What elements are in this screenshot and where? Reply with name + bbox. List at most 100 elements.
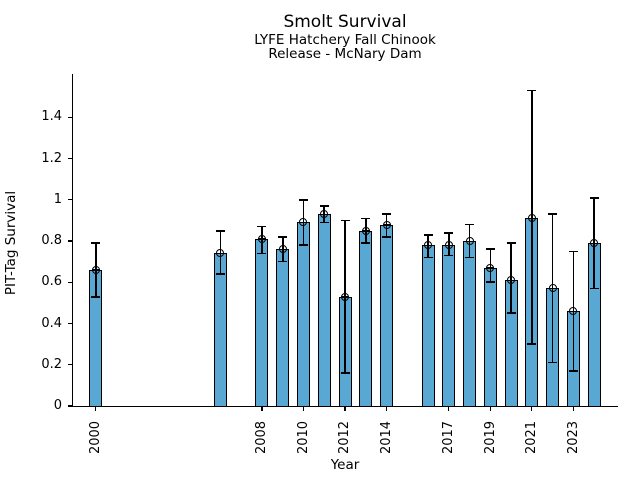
marker-cross-vertical	[344, 292, 346, 301]
data-point-marker	[424, 241, 433, 250]
marker-cross-vertical	[302, 218, 304, 227]
bar	[213, 253, 227, 407]
y-tick-label: 0.2	[41, 356, 62, 372]
bar	[359, 230, 373, 407]
error-bar-cap-bottom	[423, 256, 433, 259]
data-point-marker	[527, 214, 536, 223]
error-bar-cap-top	[382, 213, 392, 216]
data-point-marker	[465, 237, 474, 246]
bar	[421, 245, 435, 407]
chart-subtitle-line2: Release - McNary Dam	[268, 46, 422, 62]
y-tick-mark	[68, 364, 73, 366]
bar	[380, 224, 394, 407]
data-point-marker	[590, 239, 599, 248]
chart-title: Smolt Survival	[283, 12, 407, 32]
x-tick-mark	[344, 406, 346, 411]
y-tick-mark	[68, 405, 73, 407]
data-point-marker	[278, 245, 287, 254]
data-point-marker	[216, 249, 225, 258]
error-bar-cap-bottom	[91, 295, 101, 298]
error-bar-cap-bottom	[444, 254, 454, 257]
data-point-marker	[507, 276, 516, 285]
error-bar-cap-bottom	[506, 312, 516, 314]
y-tick-label: 1.4	[41, 109, 62, 125]
x-axis-label: Year	[330, 457, 360, 473]
error-bar-cap-bottom	[319, 221, 329, 224]
error-bar-cap-bottom	[548, 361, 558, 364]
x-tick-mark	[302, 406, 305, 411]
error-bar-cap-bottom	[215, 273, 225, 275]
marker-cross-vertical	[282, 245, 284, 254]
data-point-marker	[299, 218, 308, 227]
y-tick-label: 1.2	[41, 150, 62, 166]
error-bar-cap-top	[278, 236, 288, 238]
marker-cross-vertical	[95, 265, 97, 274]
error-bar-cap-bottom	[257, 252, 267, 255]
y-tick-label: 0.8	[41, 233, 62, 249]
y-tick-label: 0.4	[41, 315, 62, 331]
bar	[276, 249, 290, 407]
error-bar-cap-bottom	[298, 244, 308, 246]
error-bar-cap-bottom	[589, 287, 599, 290]
error-bar-cap-top	[91, 242, 101, 244]
marker-cross-vertical	[427, 241, 429, 250]
y-tick-label: 0	[53, 398, 62, 413]
y-tick-mark	[68, 116, 73, 118]
y-tick-mark	[68, 322, 73, 325]
error-bar-cap-top	[527, 89, 537, 92]
error-bar-cap-top	[506, 242, 516, 244]
error-bar-cap-top	[444, 231, 454, 234]
y-tick-mark	[68, 281, 73, 283]
marker-cross-vertical	[489, 263, 491, 272]
error-bar-cap-bottom	[568, 370, 578, 372]
error-bar-cap-bottom	[382, 236, 392, 238]
marker-cross-vertical	[219, 249, 221, 258]
error-bar-cap-bottom	[361, 242, 371, 244]
data-point-marker	[320, 210, 329, 219]
marker-cross-vertical	[261, 234, 263, 243]
bar	[255, 238, 269, 407]
x-tick-mark	[489, 406, 491, 411]
bar	[483, 267, 497, 407]
marker-cross-vertical	[552, 284, 554, 293]
data-point-marker	[382, 220, 391, 229]
x-tick-mark	[261, 406, 263, 411]
y-tick-mark	[68, 157, 73, 160]
data-point-marker	[486, 263, 495, 272]
marker-cross-vertical	[469, 237, 471, 246]
error-bar-cap-top	[319, 205, 329, 207]
error-bar-cap-bottom	[485, 281, 495, 284]
error-bar-cap-top	[589, 196, 599, 199]
marker-cross-vertical	[593, 239, 595, 248]
error-bar-cap-top	[465, 223, 475, 226]
error-bar-cap-top	[257, 225, 267, 228]
error-bar-cap-top	[215, 229, 225, 232]
bar	[463, 241, 477, 407]
bar	[296, 222, 310, 407]
bar	[442, 245, 456, 407]
x-tick-mark	[448, 406, 450, 411]
error-bar-cap-top	[340, 219, 350, 222]
error-bar-cap-top	[423, 234, 433, 236]
marker-cross-vertical	[510, 276, 512, 285]
marker-cross-vertical	[365, 226, 367, 235]
x-tick-mark	[95, 406, 97, 411]
data-point-marker	[257, 234, 266, 243]
data-point-marker	[361, 226, 370, 235]
y-tick-label: 1	[53, 191, 62, 207]
error-bar-cap-bottom	[278, 260, 288, 263]
y-tick-mark	[68, 240, 73, 242]
error-bar-cap-bottom	[527, 343, 537, 345]
error-bar-cap-bottom	[340, 372, 350, 374]
chart-subtitle-line1: LYFE Hatchery Fall Chinook	[254, 32, 436, 48]
error-bar-cap-top	[361, 217, 371, 220]
error-bar-cap-top	[548, 213, 558, 216]
error-bar-cap-top	[568, 250, 578, 253]
data-point-marker	[569, 307, 578, 316]
error-bar-cap-bottom	[465, 256, 475, 259]
y-tick-mark	[68, 199, 73, 201]
error-bar-cap-top	[298, 198, 308, 201]
marker-cross-vertical	[448, 241, 450, 250]
data-point-marker	[91, 265, 100, 274]
